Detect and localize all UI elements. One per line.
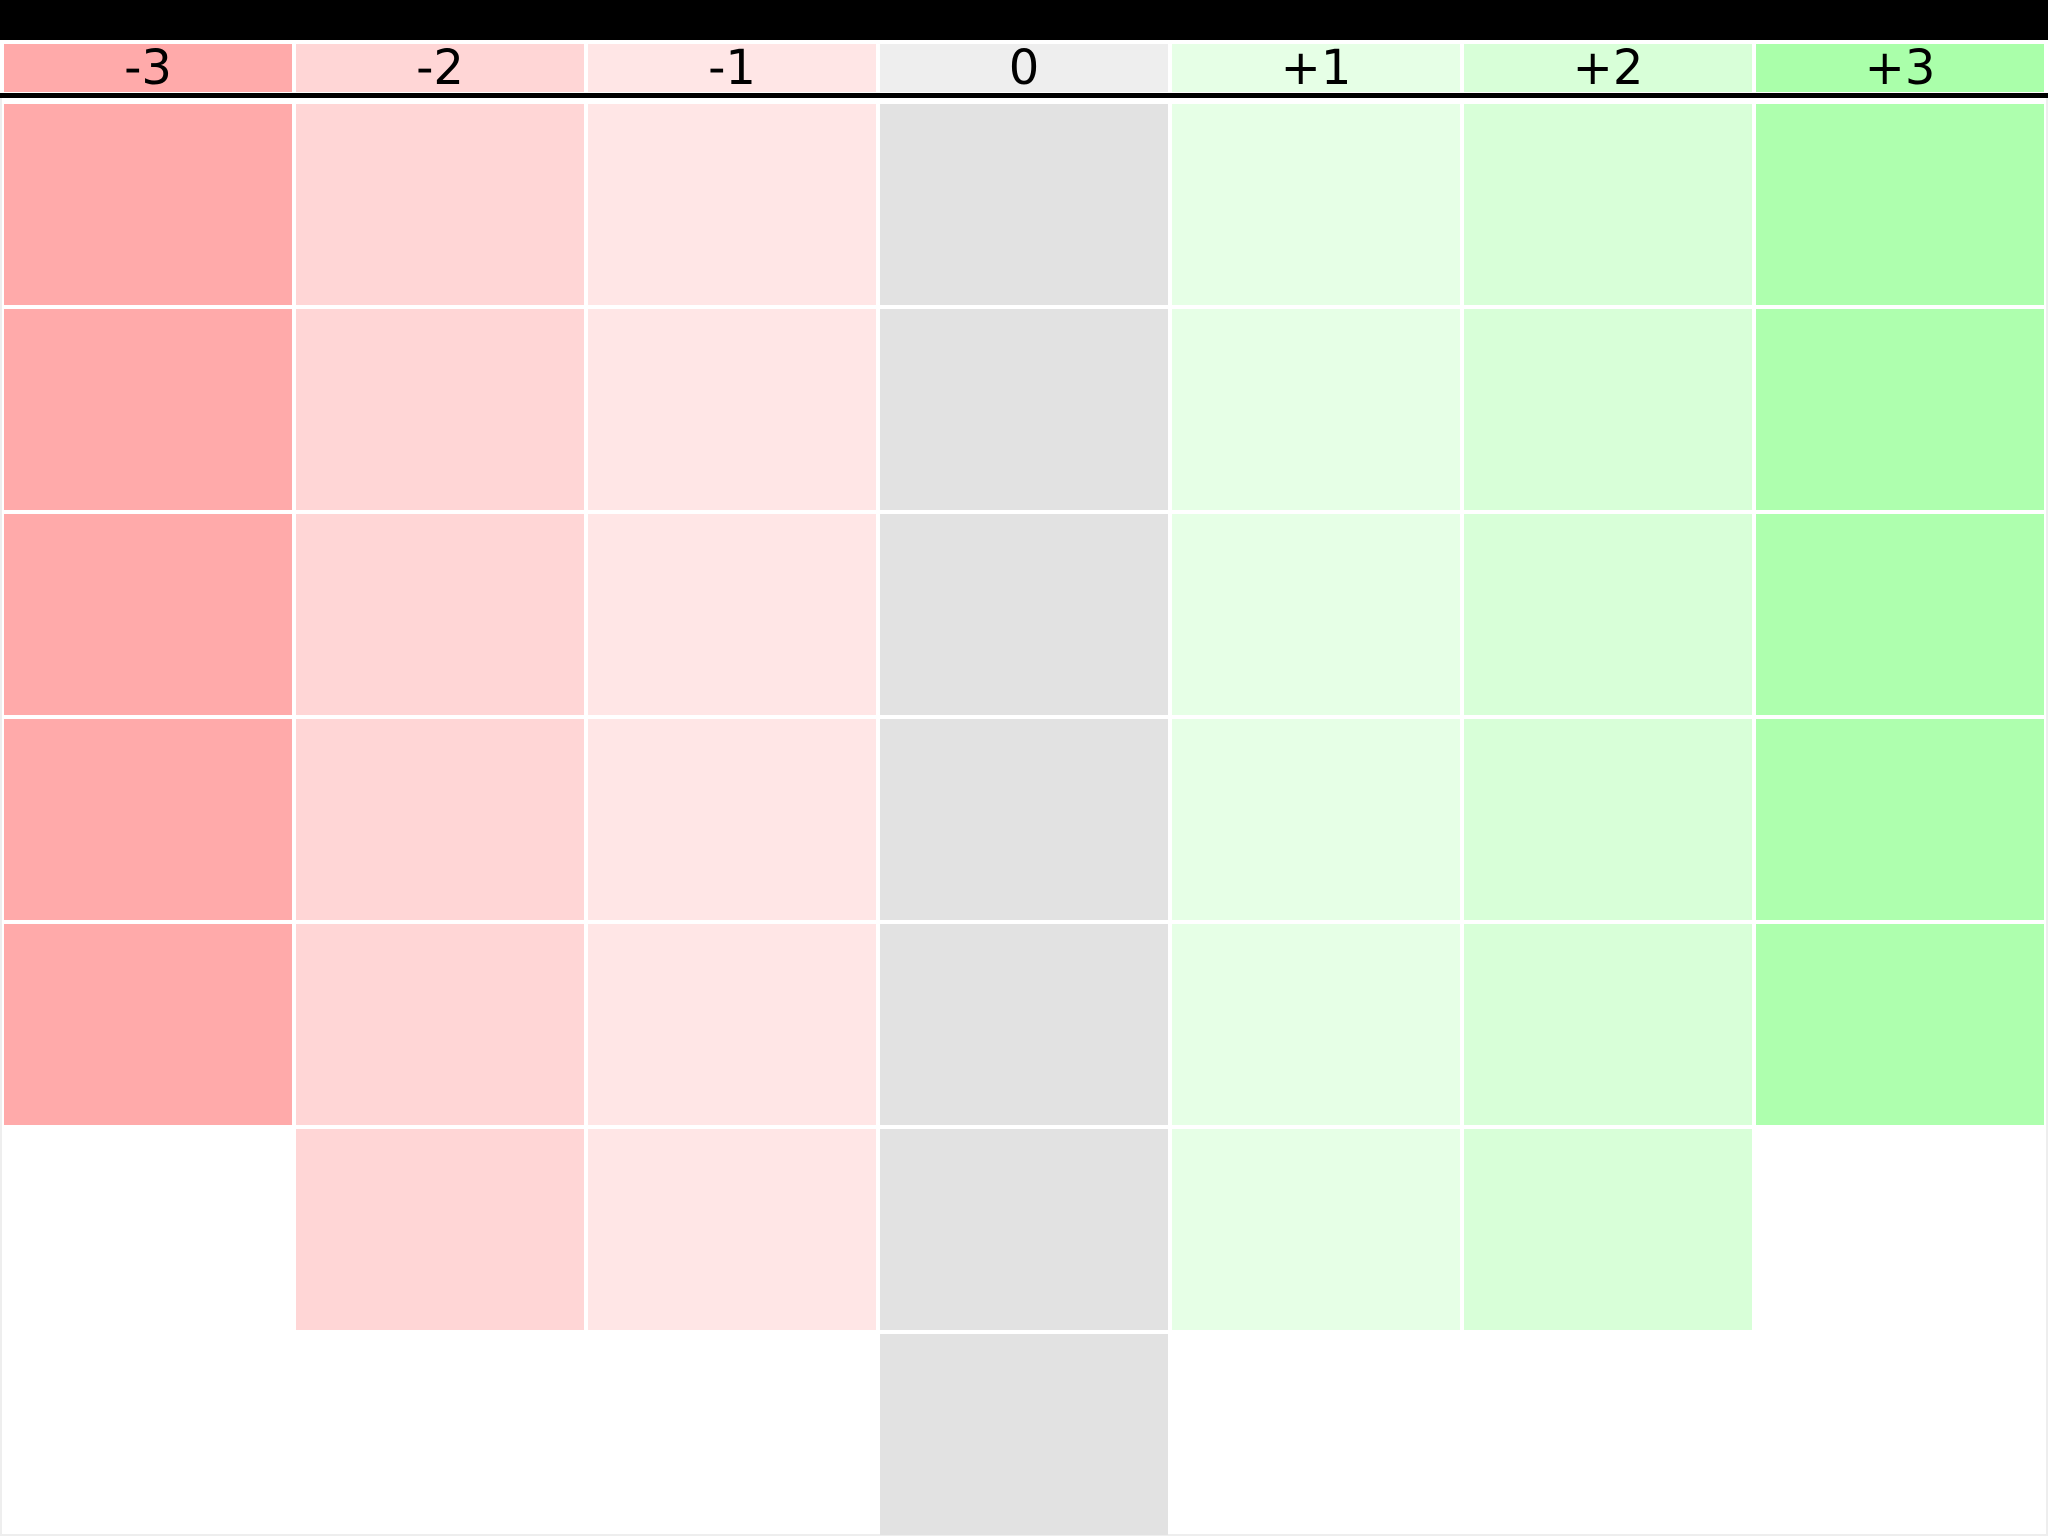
column-header-minus-3: -3	[4, 44, 292, 92]
slot-plus-3-3[interactable]	[1756, 514, 2044, 715]
header-divider	[0, 93, 2048, 98]
slot-zero-1[interactable]	[880, 104, 1168, 305]
column-header-zero: 0	[880, 44, 1168, 92]
slot-minus-3-3[interactable]	[4, 514, 292, 715]
slot-zero-7[interactable]	[880, 1334, 1168, 1535]
slot-minus-1-6[interactable]	[588, 1129, 876, 1330]
slot-plus-2-2[interactable]	[1464, 309, 1752, 510]
slot-minus-2-6[interactable]	[296, 1129, 584, 1330]
slot-minus-3-5[interactable]	[4, 924, 292, 1125]
slot-minus-2-3[interactable]	[296, 514, 584, 715]
column-header-minus-2: -2	[296, 44, 584, 92]
slot-plus-3-5[interactable]	[1756, 924, 2044, 1125]
slot-plus-2-5[interactable]	[1464, 924, 1752, 1125]
slot-minus-1-5[interactable]	[588, 924, 876, 1125]
column-header-row: -3 -2 -1 0 +1 +2 +3	[0, 40, 2048, 92]
column-header-plus-3: +3	[1756, 44, 2044, 92]
slot-plus-2-6[interactable]	[1464, 1129, 1752, 1330]
slot-minus-2-4[interactable]	[296, 719, 584, 920]
slot-plus-1-5[interactable]	[1172, 924, 1460, 1125]
slot-minus-3-4[interactable]	[4, 719, 292, 920]
slot-plus-2-3[interactable]	[1464, 514, 1752, 715]
column-header-plus-1: +1	[1172, 44, 1460, 92]
slot-zero-2[interactable]	[880, 309, 1168, 510]
slot-plus-2-4[interactable]	[1464, 719, 1752, 920]
slot-plus-1-2[interactable]	[1172, 309, 1460, 510]
slot-plus-3-2[interactable]	[1756, 309, 2044, 510]
slot-minus-2-1[interactable]	[296, 104, 584, 305]
slot-zero-4[interactable]	[880, 719, 1168, 920]
slot-minus-1-3[interactable]	[588, 514, 876, 715]
column-header-plus-2: +2	[1464, 44, 1752, 92]
slot-plus-3-1[interactable]	[1756, 104, 2044, 305]
slot-plus-3-4[interactable]	[1756, 719, 2044, 920]
slot-minus-3-2[interactable]	[4, 309, 292, 510]
slot-minus-3-1[interactable]	[4, 104, 292, 305]
slot-plus-1-4[interactable]	[1172, 719, 1460, 920]
column-header-minus-1: -1	[588, 44, 876, 92]
slot-minus-2-5[interactable]	[296, 924, 584, 1125]
slot-zero-6[interactable]	[880, 1129, 1168, 1330]
slot-minus-1-1[interactable]	[588, 104, 876, 305]
sort-board	[0, 98, 2048, 1536]
slot-minus-1-2[interactable]	[588, 309, 876, 510]
slot-zero-3[interactable]	[880, 514, 1168, 715]
slot-minus-2-2[interactable]	[296, 309, 584, 510]
slot-plus-1-3[interactable]	[1172, 514, 1460, 715]
slot-plus-1-1[interactable]	[1172, 104, 1460, 305]
slot-zero-5[interactable]	[880, 924, 1168, 1125]
slot-plus-2-1[interactable]	[1464, 104, 1752, 305]
slot-minus-1-4[interactable]	[588, 719, 876, 920]
slot-plus-1-6[interactable]	[1172, 1129, 1460, 1330]
top-bar	[0, 0, 2048, 40]
